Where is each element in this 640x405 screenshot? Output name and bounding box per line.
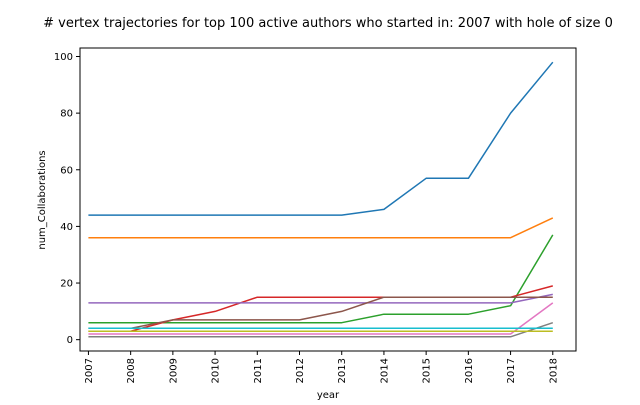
x-tick-label: 2009 [168,358,179,383]
x-axis-ticks: 2007 2008 2009 2010 2011 2012 2013 2014 2015 2016… [84,351,559,383]
series-line-4 [88,285,553,332]
x-tick-label: 2015 [422,358,433,383]
y-tick-label: 60 [60,165,73,176]
x-tick-label: 2008 [126,358,137,383]
x-axis-label: year [317,390,340,400]
series-line-5 [88,293,553,304]
y-axis-label: num_Collaborations [37,150,48,249]
y-tick-label: 0 [67,335,73,346]
series-line-6 [88,296,553,330]
x-tick-label: 2014 [379,358,390,383]
x-tick-label: 2010 [211,358,222,383]
x-tick-label: 2007 [84,358,95,383]
series-line-8 [88,321,554,338]
y-tick-label: 20 [60,279,73,290]
chart-title: # vertex trajectories for top 100 active… [43,16,613,31]
series-line-3 [88,234,554,324]
y-tick-label: 80 [60,109,73,120]
plot-area-frame [79,47,577,352]
x-tick-label: 2018 [548,358,559,383]
series-lines [88,61,554,338]
y-tick-label: 40 [60,222,73,233]
series-line-2 [88,217,554,239]
y-axis-ticks: 0 20 40 60 80 100 [54,52,80,346]
y-tick-label: 100 [54,52,73,63]
series-line-7 [88,302,554,335]
x-tick-label: 2016 [464,358,475,383]
x-tick-label: 2013 [337,358,348,383]
x-tick-label: 2017 [506,358,517,383]
x-tick-label: 2011 [253,358,264,383]
x-tick-label: 2012 [295,358,306,383]
series-line-1 [88,61,554,216]
